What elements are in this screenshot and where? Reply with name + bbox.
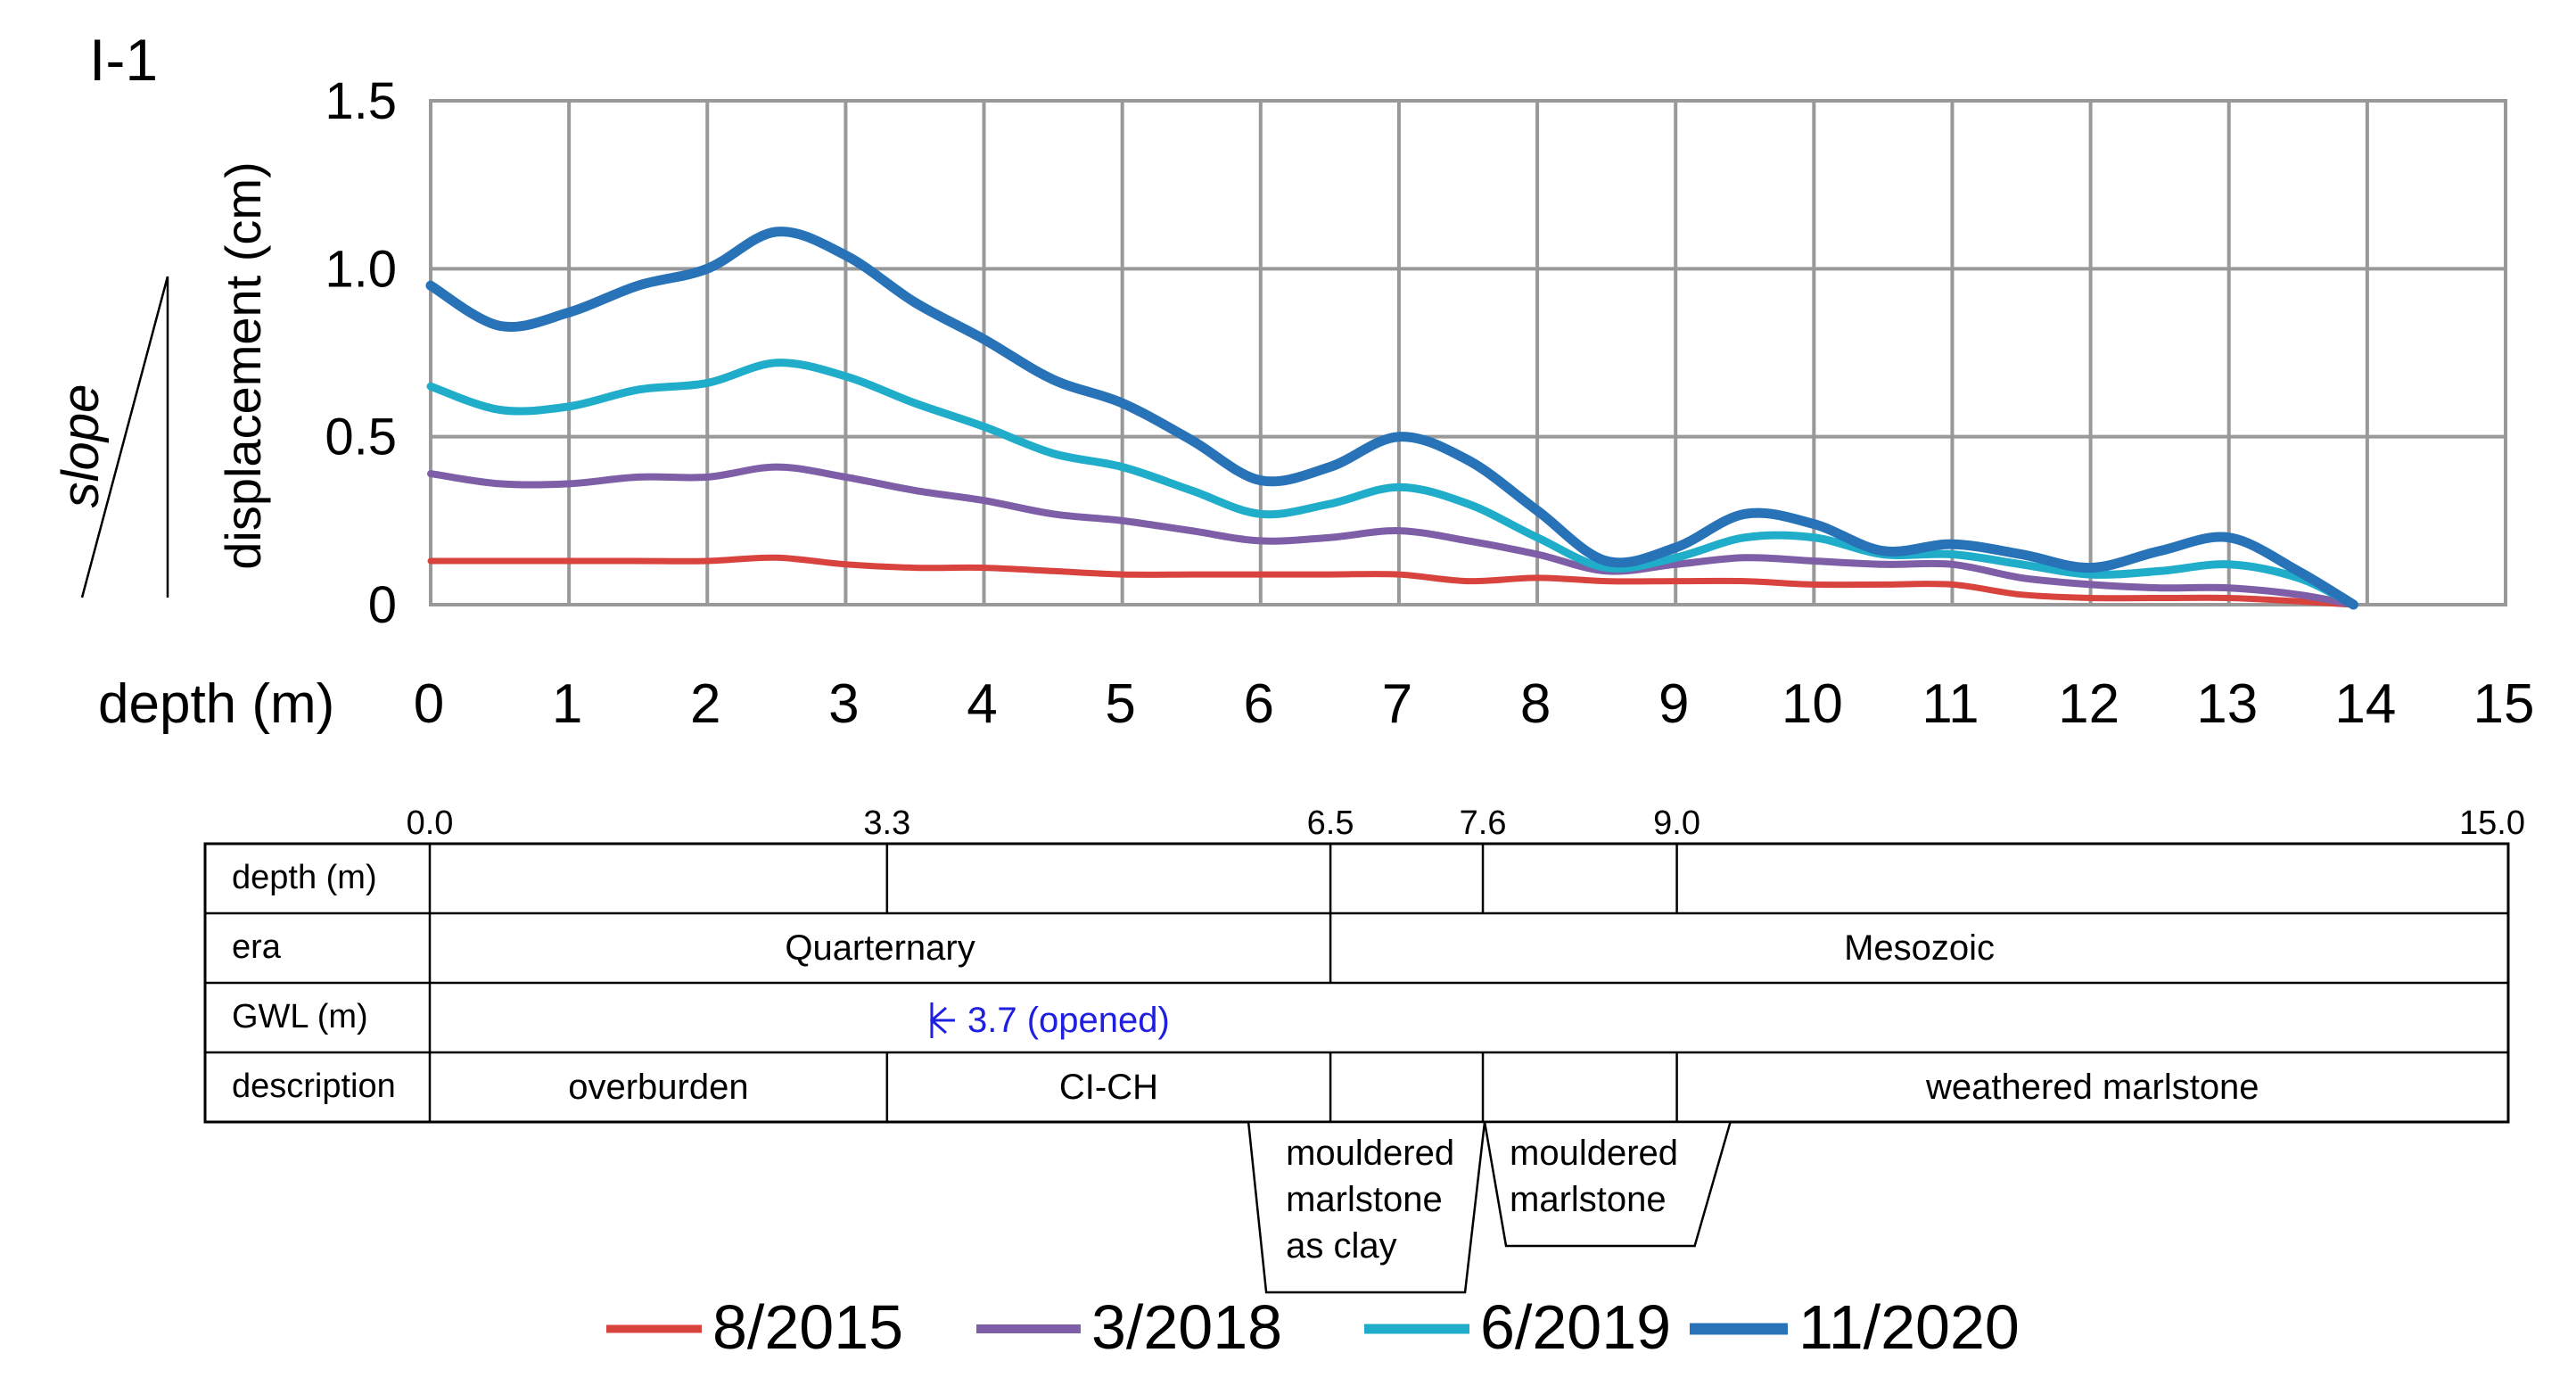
- legend-label: 6/2019: [1480, 1292, 1671, 1362]
- chart-legend: 8/2015 3/2018 6/2019 11/2020: [606, 1292, 2020, 1362]
- y-tick-label: 1.0: [325, 240, 397, 298]
- y-tick-label: 0: [368, 576, 397, 634]
- x-tick-label: 5: [1105, 673, 1135, 735]
- series-line-6-2019: [426, 359, 2358, 609]
- y-axis-label: displacement (cm): [215, 161, 271, 569]
- callout-text: mouldered: [1286, 1134, 1454, 1173]
- row-label: GWL (m): [232, 998, 368, 1035]
- legend-label: 11/2020: [1798, 1292, 2020, 1362]
- chart-grid: [429, 99, 2507, 606]
- era-label: Mesozoic: [1844, 928, 1995, 968]
- callout-text: marlstone: [1510, 1180, 1667, 1219]
- slope-indicator: slope: [52, 276, 169, 598]
- y-tick-label: 1.5: [325, 72, 397, 130]
- x-tick-label: 13: [2196, 673, 2258, 735]
- x-tick-label: 14: [2334, 673, 2396, 735]
- scale-label: 6.5: [1307, 804, 1354, 842]
- x-axis-ticks: 0 1 2 3 4 5 6 7 8 9 10 11 12 13 14 15: [414, 673, 2535, 735]
- plot-area-border: [429, 99, 2507, 606]
- description-callouts: mouldered marlstone as clay mouldered marlst…: [1247, 1120, 1732, 1294]
- x-axis-label: depth (m): [98, 673, 334, 735]
- callout-box: [1483, 1120, 1732, 1248]
- x-tick-label: 15: [2473, 673, 2535, 735]
- profile-row-labels: depth (m) era GWL (m) description: [232, 859, 396, 1105]
- row-label: depth (m): [232, 859, 377, 896]
- scale-label: 3.3: [863, 804, 910, 842]
- x-tick-label: 10: [1782, 673, 1843, 735]
- profile-row-lines: [205, 911, 2508, 1054]
- x-tick-label: 12: [2058, 673, 2119, 735]
- era-row: Quarternary Mesozoic: [785, 913, 1995, 983]
- x-tick-label: 1: [552, 673, 582, 735]
- description-label: weathered marlstone: [1925, 1068, 2259, 1107]
- legend-label: 3/2018: [1091, 1292, 1282, 1362]
- callout-text: mouldered: [1510, 1134, 1678, 1173]
- x-tick-label: 9: [1658, 673, 1689, 735]
- callout-text: as clay: [1286, 1226, 1397, 1266]
- scale-label: 0.0: [407, 804, 454, 842]
- callout-box: [1247, 1120, 1486, 1294]
- legend-label: 8/2015: [712, 1292, 903, 1362]
- series-line-3-2018: [427, 463, 2358, 608]
- slope-label: slope: [52, 384, 110, 508]
- series-line-8-2015: [427, 554, 2357, 608]
- description-label: overburden: [568, 1068, 748, 1107]
- x-tick-label: 6: [1244, 673, 1274, 735]
- depth-row: [885, 844, 1678, 913]
- scale-label: 7.6: [1460, 804, 1507, 842]
- scale-label: 9.0: [1653, 804, 1700, 842]
- description-label: CI-CH: [1059, 1068, 1158, 1107]
- description-row: overburden CI-CH weathered marlstone: [568, 1052, 2259, 1122]
- x-tick-label: 8: [1520, 673, 1551, 735]
- x-tick-label: 7: [1382, 673, 1412, 735]
- x-tick-label: 0: [414, 673, 444, 735]
- series-lines: [425, 227, 2358, 610]
- callout-text: marlstone: [1286, 1180, 1443, 1219]
- y-tick-label: 0.5: [325, 408, 397, 466]
- era-label: Quarternary: [785, 928, 975, 968]
- x-tick-label: 2: [690, 673, 720, 735]
- line-chart: 00.51.01.5 0 1 2 3 4 5 6 7 8 9 10 11 12 13 14 15 displa…: [98, 72, 2534, 735]
- scale-label: 15.0: [2459, 804, 2525, 842]
- slope-line: [80, 276, 169, 598]
- row-label: era: [232, 928, 282, 966]
- series-line-11-2020: [425, 227, 2358, 610]
- profile-scale-labels: 0.0 3.3 6.5 7.6 9.0 15.0: [407, 804, 2525, 842]
- y-axis-ticks: 0 0.5 1.0 1.5: [325, 72, 397, 634]
- x-tick-label: 4: [967, 673, 997, 735]
- gwl-row: 3.7 (opened): [929, 1001, 1170, 1040]
- x-tick-label: 3: [828, 673, 859, 735]
- panel-label: I-1: [89, 27, 158, 93]
- gwl-label: 3.7 (opened): [967, 1001, 1170, 1040]
- x-tick-label: 11: [1922, 673, 1979, 735]
- row-label: description: [232, 1068, 396, 1105]
